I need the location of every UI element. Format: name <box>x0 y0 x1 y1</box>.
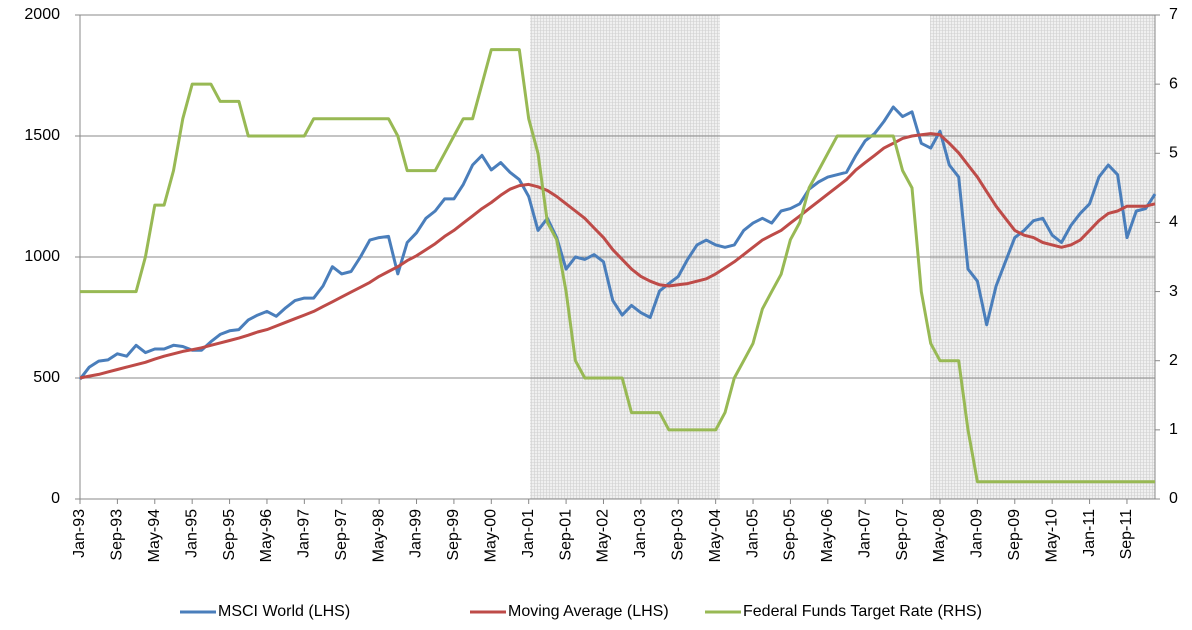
y-tick-label: 1000 <box>24 248 60 265</box>
x-tick-label: Jan-05 <box>744 509 761 558</box>
x-tick-label: Jan-99 <box>408 509 425 558</box>
x-tick-label: May-04 <box>707 509 724 562</box>
x-tick-label: Jan-07 <box>856 509 873 558</box>
x-tick-label: Sep-05 <box>782 509 799 561</box>
x-tick-label: Jan-93 <box>71 509 88 558</box>
y-tick-label: 500 <box>33 369 60 386</box>
x-tick-label: Jan-01 <box>520 509 537 558</box>
y2-tick-label: 5 <box>1169 145 1178 162</box>
y-tick-label: 2000 <box>24 6 60 23</box>
x-tick-label: May-96 <box>258 509 275 562</box>
x-tick-label: May-98 <box>370 509 387 562</box>
x-tick-label: Jan-95 <box>183 509 200 558</box>
x-tick-label: Jan-97 <box>296 509 313 558</box>
legend-label: MSCI World (LHS) <box>218 603 350 620</box>
y2-tick-label: 7 <box>1169 6 1178 23</box>
x-tick-label: Sep-07 <box>894 509 911 561</box>
series-line <box>78 105 1157 381</box>
x-tick-label: May-06 <box>819 509 836 562</box>
y2-tick-label: 4 <box>1169 214 1178 231</box>
x-tick-label: May-00 <box>483 509 500 562</box>
legend-label: Moving Average (LHS) <box>508 603 669 620</box>
y2-tick-label: 2 <box>1169 352 1178 369</box>
series-line <box>80 48 1155 484</box>
x-tick-label: Sep-93 <box>109 509 126 561</box>
y2-tick-label: 0 <box>1169 490 1178 507</box>
y2-tick-label: 1 <box>1169 421 1178 438</box>
y2-tick-label: 3 <box>1169 283 1178 300</box>
y2-tick-label: 6 <box>1169 75 1178 92</box>
x-tick-label: Jan-11 <box>1081 509 1098 557</box>
x-tick-label: May-10 <box>1043 509 1060 562</box>
x-tick-label: Sep-01 <box>557 509 574 561</box>
x-tick-label: Sep-03 <box>669 509 686 561</box>
x-tick-label: Jan-03 <box>632 509 649 558</box>
x-tick-label: Sep-11 <box>1118 509 1135 560</box>
x-tick-label: Sep-95 <box>221 509 238 561</box>
y-tick-label: 0 <box>51 490 60 507</box>
y-tick-label: 1500 <box>24 127 60 144</box>
legend-label: Federal Funds Target Rate (RHS) <box>743 603 982 620</box>
x-tick-label: May-08 <box>931 509 948 562</box>
x-tick-label: Sep-99 <box>445 509 462 561</box>
x-tick-label: May-02 <box>595 509 612 562</box>
x-tick-label: May-94 <box>146 509 163 562</box>
x-tick-label: Sep-97 <box>333 509 350 561</box>
x-tick-label: Jan-09 <box>969 509 986 558</box>
x-tick-label: Sep-09 <box>1006 509 1023 561</box>
series-line <box>79 132 1156 380</box>
